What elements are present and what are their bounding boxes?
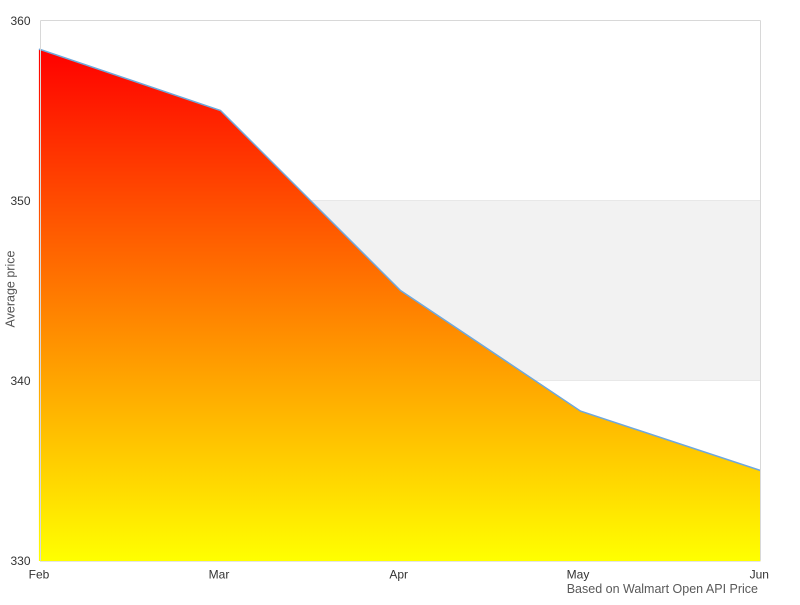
svg-text:Feb: Feb [29,568,50,582]
svg-text:May: May [567,568,590,582]
svg-text:360: 360 [10,14,30,28]
svg-text:Average price: Average price [4,251,18,328]
svg-text:Jun: Jun [750,568,769,582]
svg-text:350: 350 [10,194,30,208]
svg-text:340: 340 [10,374,30,388]
svg-text:330: 330 [10,554,30,568]
svg-text:Based on Walmart Open API Pric: Based on Walmart Open API Price [567,582,758,596]
svg-text:Mar: Mar [209,568,230,582]
svg-text:Apr: Apr [389,568,408,582]
